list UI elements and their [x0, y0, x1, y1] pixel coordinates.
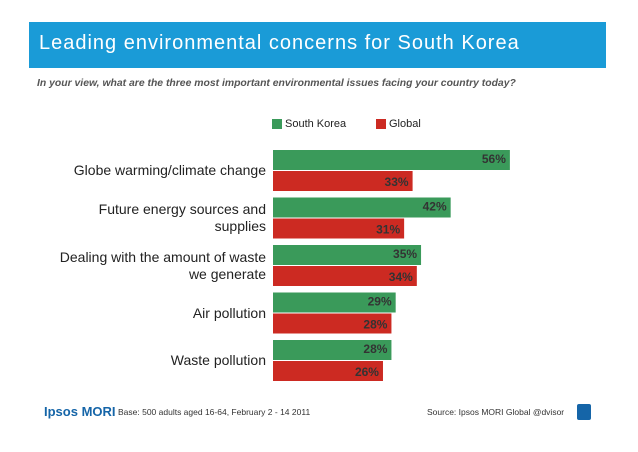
- survey-question: In your view, what are the three most im…: [37, 78, 516, 89]
- bar-global-globe-warming-climate-change: [273, 171, 413, 191]
- category-label-line: Air pollution: [192, 304, 266, 321]
- data-label-global-future-energy-sources-and-supplies: 31%: [376, 223, 400, 237]
- category-label-line: we generate: [188, 265, 266, 282]
- data-label-global-waste-pollution: 26%: [355, 365, 379, 379]
- survey-base-note: Base: 500 adults aged 16-64, February 2 …: [118, 407, 311, 417]
- category-label-line: Dealing with the amount of waste: [59, 248, 266, 265]
- ipsos-mori-logo: Ipsos MORI: [44, 404, 116, 419]
- data-label-global-globe-warming-climate-change: 33%: [385, 175, 409, 189]
- bar-south-korea-dealing-with-the-amount-of-waste-we-generate: [273, 245, 422, 265]
- legend-swatch-global: [376, 119, 386, 129]
- category-label-dealing-with-the-amount-of-waste-we-generate: Dealing with the amount of waste we gener…: [60, 249, 266, 283]
- category-label-globe-warming-climate-change: Globe warming/climate change: [74, 162, 266, 179]
- bar-south-korea-future-energy-sources-and-supplies: [273, 197, 451, 218]
- data-label-global-dealing-with-the-amount-of-waste-we-generate: 34%: [389, 270, 413, 284]
- source-note: Source: Ipsos MORI Global @dvisor: [427, 407, 565, 417]
- category-label-line: Waste pollution: [170, 352, 266, 368]
- bar-global-air-pollution: [273, 313, 392, 334]
- category-label-line: Globe warming/climate change: [73, 162, 266, 178]
- bar-global-dealing-with-the-amount-of-waste-we-generate: [273, 266, 417, 286]
- category-label-line: supplies: [214, 218, 266, 234]
- ipsos-badge-icon: [577, 404, 591, 420]
- bar-south-korea-globe-warming-climate-change: [273, 150, 510, 170]
- data-label-south-korea-globe-warming-climate-change: 56%: [482, 152, 506, 166]
- legend-label-south-korea: South Korea: [285, 118, 347, 130]
- bar-global-waste-pollution: [273, 361, 383, 381]
- data-label-south-korea-air-pollution: 29%: [368, 295, 392, 309]
- category-label-air-pollution: Air pollution: [193, 305, 266, 322]
- category-label-future-energy-sources-and-supplies: Future energy sources and supplies: [99, 201, 266, 235]
- data-label-south-korea-waste-pollution: 28%: [363, 342, 387, 356]
- legend-swatch-south-korea: [272, 119, 282, 129]
- legend-label-global: Global: [389, 118, 421, 130]
- data-label-global-air-pollution: 28%: [363, 318, 387, 332]
- bar-global-future-energy-sources-and-supplies: [273, 218, 405, 239]
- category-label-line: Future energy sources and: [98, 201, 266, 217]
- data-label-south-korea-future-energy-sources-and-supplies: 42%: [423, 200, 447, 214]
- bar-south-korea-waste-pollution: [273, 340, 392, 360]
- category-label-waste-pollution: Waste pollution: [171, 352, 266, 369]
- title-banner: Leading environmental concerns for South…: [29, 22, 606, 68]
- bar-south-korea-air-pollution: [273, 292, 396, 313]
- data-label-south-korea-dealing-with-the-amount-of-waste-we-generate: 35%: [393, 247, 417, 261]
- page-title: Leading environmental concerns for South…: [39, 32, 520, 54]
